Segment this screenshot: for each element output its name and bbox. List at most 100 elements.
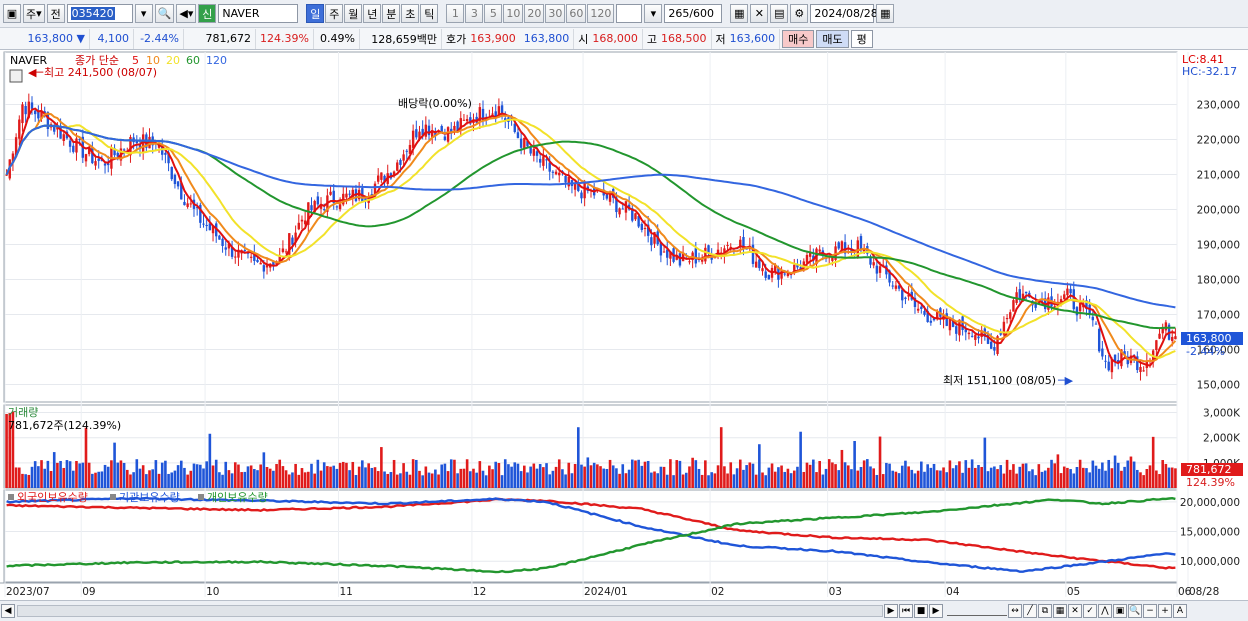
interval-tab-1[interactable]: 3	[465, 4, 484, 23]
cross-icon[interactable]: ✕	[750, 4, 769, 23]
search-icon[interactable]: 🔍	[154, 4, 175, 23]
interval-tab-6[interactable]: 60	[566, 4, 587, 23]
candle-body	[793, 264, 796, 271]
copy-icon[interactable]: ⧉	[1038, 604, 1052, 618]
ma-legend-120: 120	[206, 54, 227, 67]
zoom-icon[interactable]: 🔍	[1128, 604, 1142, 618]
candle-body	[929, 320, 933, 323]
candle-body	[97, 158, 100, 161]
holdings-legend: 외국인보유수량 기관보유수량 개인보유수량	[8, 491, 268, 504]
draw-tool-icon[interactable]: ↔	[1008, 604, 1022, 618]
code-dropdown-icon[interactable]: ▾	[134, 4, 153, 23]
period-tab-4[interactable]: 분	[382, 4, 401, 23]
scroll-left-icon[interactable]: ◀	[1, 604, 15, 618]
interval-dropdown-icon[interactable]: ▾	[644, 4, 663, 23]
interval-tab-7[interactable]: 120	[587, 4, 615, 23]
layout-icon[interactable]: ▣	[3, 4, 21, 23]
price-tick-label: 180,000	[1197, 275, 1240, 287]
candle-body	[189, 203, 193, 205]
table2-icon[interactable]: ▦	[1053, 604, 1067, 618]
count-field[interactable]: 265/600	[664, 4, 723, 23]
volume-bar	[383, 471, 386, 488]
grid-icon[interactable]: ▦	[730, 4, 749, 23]
interval-tab-2[interactable]: 5	[484, 4, 503, 23]
volume-bar	[100, 471, 104, 488]
candle-body	[538, 158, 542, 163]
period-tab-5[interactable]: 초	[401, 4, 420, 23]
candle-body	[1018, 289, 1021, 300]
buy-button[interactable]: 매수	[782, 29, 815, 48]
scrollbar-track[interactable]	[17, 605, 883, 617]
interval-tab-4[interactable]: 20	[524, 4, 545, 23]
zoom-slider[interactable]	[947, 606, 1007, 616]
volume-bar	[71, 470, 75, 488]
open-label: 시	[578, 32, 589, 46]
speaker-icon[interactable]: ◀▾	[176, 4, 197, 23]
next-icon[interactable]: ▶	[929, 604, 943, 618]
image-icon[interactable]: ▣	[1113, 604, 1127, 618]
volume-bar	[859, 467, 863, 488]
candle-body	[335, 206, 339, 208]
scroll-right-icon[interactable]: ▶	[884, 604, 898, 618]
period-tab-1[interactable]: 주	[325, 4, 344, 23]
save-icon[interactable]: ▤	[770, 4, 789, 23]
candle-body	[116, 152, 119, 157]
volume-bar	[386, 473, 390, 488]
interval-tab-0[interactable]: 1	[446, 4, 465, 23]
volume-bar	[1062, 466, 1066, 488]
volume-bar	[808, 464, 812, 488]
first-icon[interactable]: ⏮	[899, 604, 913, 618]
chart-area[interactable]: 150,000 160,000 170,000 180,000 190,000 200,0…	[0, 50, 1248, 600]
volume-bar	[1034, 475, 1037, 488]
gear-icon[interactable]: ⚙	[790, 4, 809, 23]
table-icon[interactable]	[9, 69, 23, 83]
candle-body	[167, 152, 170, 164]
plus-icon[interactable]: +	[1158, 604, 1172, 618]
sell-button[interactable]: 매도	[816, 29, 849, 48]
eval-button[interactable]: 평	[850, 29, 873, 48]
candle-body	[783, 273, 786, 275]
date-tick-label: 2024/01	[584, 586, 628, 598]
volume-bar	[637, 459, 640, 488]
volume-bar	[662, 466, 666, 488]
date-tick-label: 2023/07	[6, 586, 50, 598]
market-type-select[interactable]: 주 ▾	[23, 4, 45, 23]
interval-tab-3[interactable]: 10	[503, 4, 524, 23]
line-tool-icon[interactable]: ╱	[1023, 604, 1037, 618]
volume-bar	[338, 462, 342, 488]
volume-bar	[81, 462, 85, 488]
period-tab-3[interactable]: 년	[363, 4, 382, 23]
candle-body	[1024, 291, 1028, 294]
cross-tool-icon[interactable]: ✕	[1068, 604, 1082, 618]
stop-icon[interactable]: ■	[914, 604, 928, 618]
candle-body	[675, 255, 678, 260]
volume-bar	[119, 460, 123, 488]
candle-body	[529, 147, 532, 154]
volume-bar	[1002, 473, 1006, 488]
mark-icon[interactable]: ✓	[1083, 604, 1097, 618]
period-tab-0[interactable]: 일	[306, 4, 325, 23]
volume-bar	[935, 470, 939, 488]
period-tab-6[interactable]: 틱	[420, 4, 439, 23]
volume-bar	[713, 473, 717, 488]
last-volume-ratio: 124.39%	[1186, 476, 1235, 489]
font-icon[interactable]: A	[1173, 604, 1187, 618]
new-badge: 신	[198, 4, 217, 23]
prev-button[interactable]: 전	[46, 4, 65, 23]
volume-bar	[872, 468, 875, 488]
candle-body	[491, 113, 494, 115]
interval-input[interactable]	[616, 4, 643, 23]
volume-bar	[462, 468, 466, 488]
date-input[interactable]: 2024/08/28	[810, 4, 878, 23]
candle-body	[208, 223, 212, 231]
calendar-icon[interactable]: ▦	[876, 4, 895, 23]
period-tab-2[interactable]: 월	[344, 4, 363, 23]
minus-icon[interactable]: −	[1143, 604, 1157, 618]
trend-icon[interactable]: ⋀	[1098, 604, 1112, 618]
candle-body	[1034, 302, 1037, 308]
interval-tab-5[interactable]: 30	[545, 4, 566, 23]
candle-body	[532, 148, 536, 156]
volume-bar	[367, 463, 370, 488]
turnover-value: 0.49%	[314, 28, 360, 49]
stock-code-input[interactable]: 035420	[66, 4, 133, 23]
